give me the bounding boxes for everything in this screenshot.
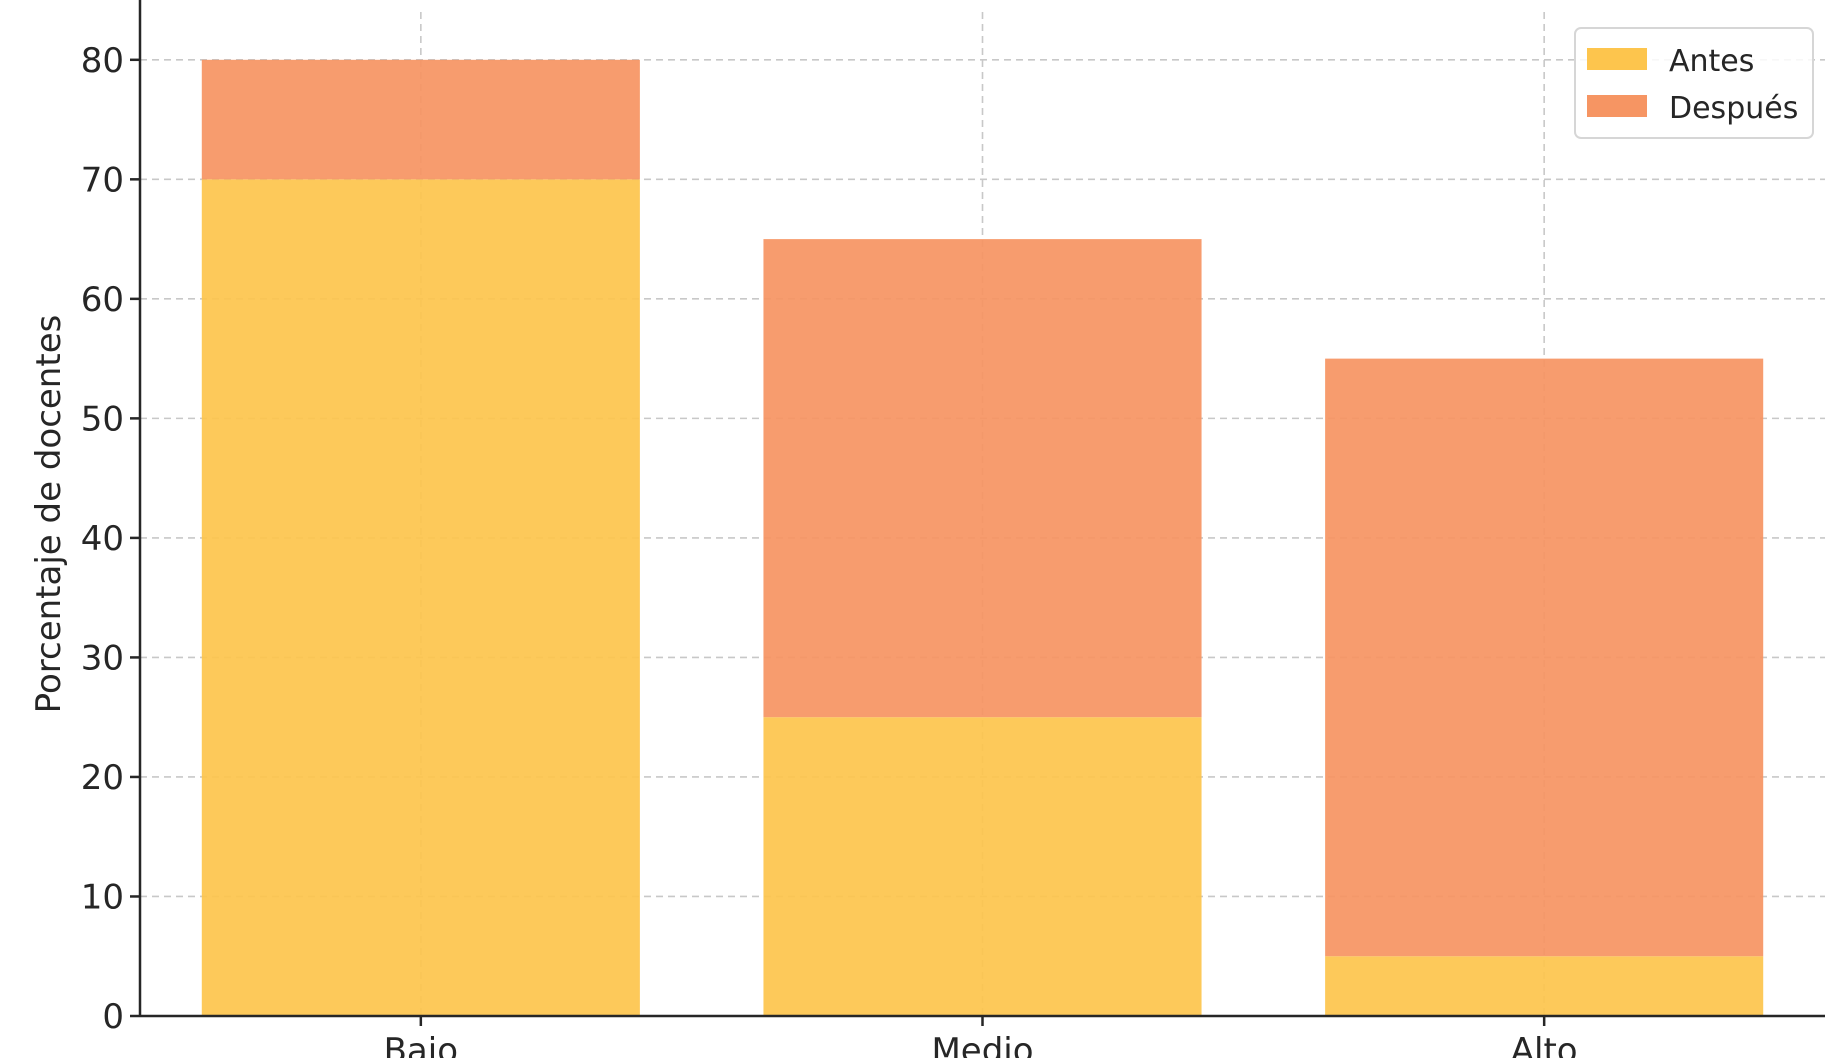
bar-layer (201, 59, 1764, 1017)
legend-label: Antes (1669, 44, 1754, 79)
x-tick-label: Bajo (384, 1031, 458, 1058)
bar-antes-bajo[interactable] (201, 179, 640, 1017)
bar-despu-s-alto[interactable] (1325, 358, 1764, 957)
y-tick-label: 0 (102, 997, 124, 1037)
y-tick-label: 60 (81, 280, 124, 320)
legend-label: Después (1669, 91, 1798, 126)
bar-antes-alto[interactable] (1325, 956, 1764, 1016)
y-tick-label: 40 (81, 519, 124, 559)
y-axis-title: Porcentaje de docentes (29, 315, 69, 714)
x-tick-label: Medio (931, 1031, 1033, 1058)
legend[interactable]: Antes Después (1574, 27, 1814, 139)
y-tick-label: 80 (81, 41, 124, 81)
legend-swatch (1587, 95, 1647, 117)
x-tick-label: Alto (1511, 1031, 1578, 1058)
legend-swatch (1587, 48, 1647, 70)
y-tick-label: 50 (81, 399, 124, 439)
y-tick-label: 10 (81, 877, 124, 917)
bar-despu-s-medio[interactable] (763, 239, 1202, 718)
bar-despu-s-bajo[interactable] (201, 59, 640, 180)
y-tick-label: 70 (81, 160, 124, 200)
y-tick-label: 30 (81, 638, 124, 678)
y-tick-label: 20 (81, 758, 124, 798)
bar-antes-medio[interactable] (763, 717, 1202, 1016)
